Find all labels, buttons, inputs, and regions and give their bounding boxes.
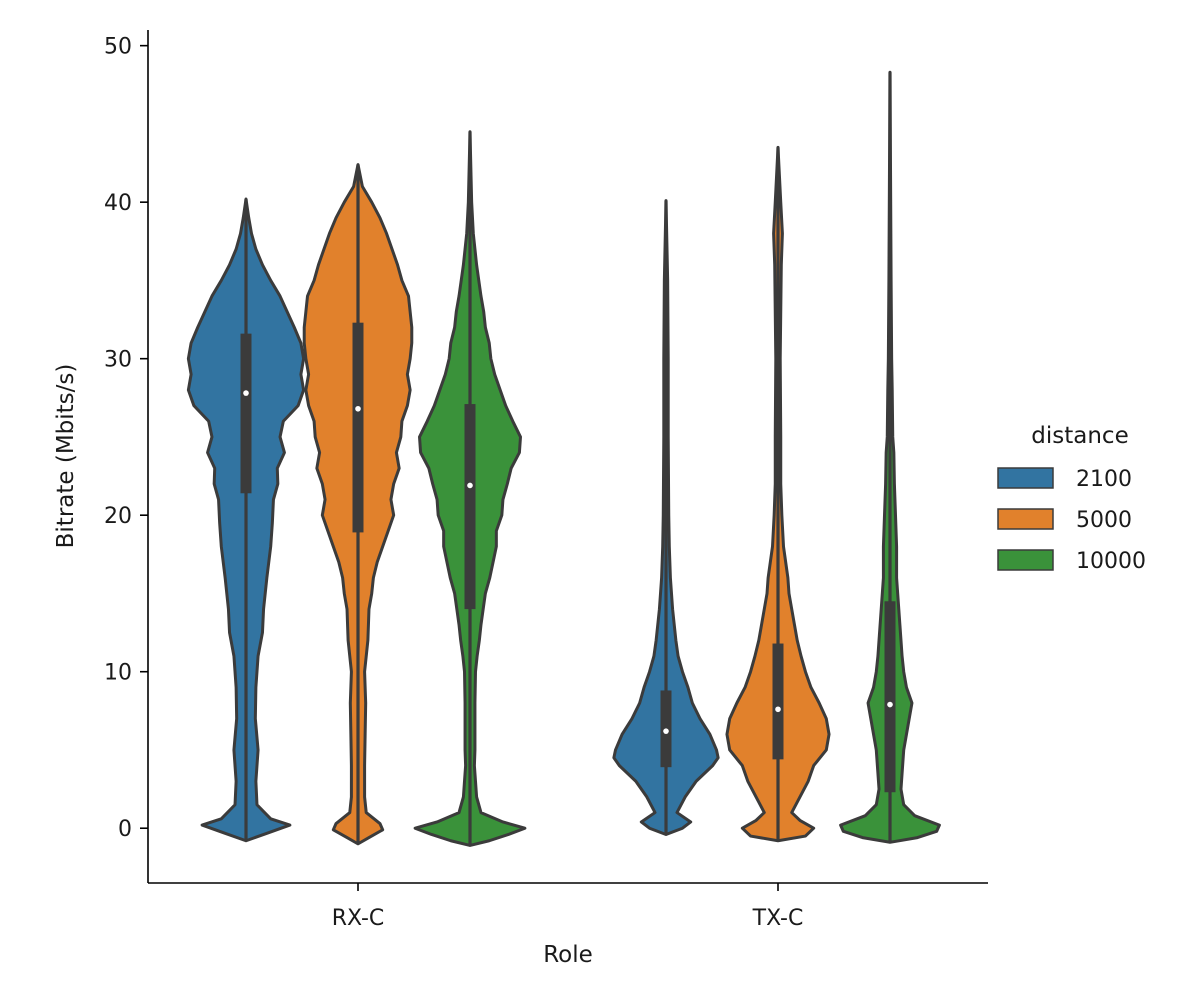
violin-iqr-box <box>464 404 476 610</box>
y-tick-label: 0 <box>118 817 132 842</box>
legend-swatch <box>997 549 1054 571</box>
y-tick-label: 10 <box>104 661 132 686</box>
violin-median-dot <box>775 706 781 713</box>
legend-label: 10000 <box>1076 549 1146 574</box>
x-axis-ticks: RX-C TX-C <box>332 883 804 931</box>
legend: distance 2100 5000 10000 <box>997 423 1146 574</box>
violin-median-dot <box>887 701 893 708</box>
violin-iqr-box <box>884 601 896 793</box>
plot-area <box>186 70 941 847</box>
legend-label: 2100 <box>1076 467 1132 492</box>
y-tick-label: 30 <box>104 348 132 373</box>
x-axis-title: Role <box>543 942 593 968</box>
x-tick-label: RX-C <box>332 906 385 931</box>
violin-median-dot <box>663 728 669 734</box>
y-axis-title: Bitrate (Mbits/s) <box>53 364 79 549</box>
y-tick-label: 20 <box>104 504 132 529</box>
violin-median-dot <box>243 390 249 396</box>
violin-iqr-box <box>352 322 364 533</box>
y-tick-label: 40 <box>104 191 132 216</box>
legend-swatch <box>997 467 1054 489</box>
violin-median-dot <box>467 482 473 489</box>
violin-iqr-box <box>240 333 252 494</box>
x-tick-label: TX-C <box>752 906 804 931</box>
y-tick-label: 50 <box>104 35 132 60</box>
legend-title: distance <box>1031 423 1128 449</box>
violin-median-dot <box>355 405 361 412</box>
legend-swatch <box>997 508 1054 530</box>
y-axis-ticks: 0 10 20 30 40 50 <box>104 35 148 842</box>
violin-iqr-box <box>772 643 784 760</box>
legend-label: 5000 <box>1076 508 1132 533</box>
